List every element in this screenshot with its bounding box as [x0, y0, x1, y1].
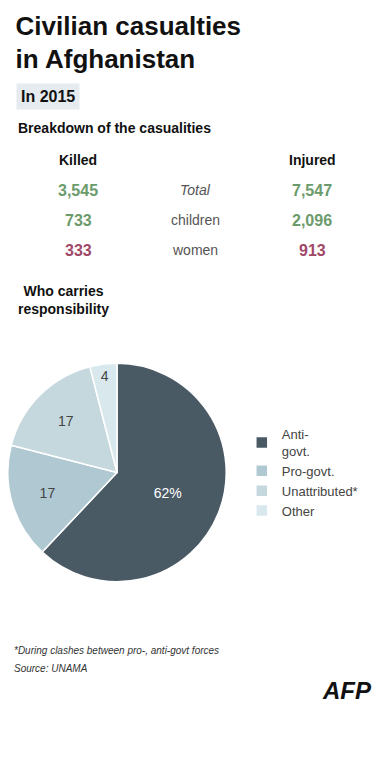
svg-text:Who carriesresponsibility: Who carriesresponsibility [18, 283, 109, 317]
svg-text:children: children [171, 212, 220, 228]
svg-text:Anti-govt.: Anti-govt. [282, 427, 310, 459]
svg-text:Pro-govt.: Pro-govt. [282, 464, 335, 479]
svg-text:Civilian casualtiesin Afghanis: Civilian casualtiesin Afghanistan [16, 11, 241, 75]
svg-text:3,545: 3,545 [58, 182, 98, 199]
svg-text:Injured: Injured [289, 152, 336, 168]
svg-text:62%: 62% [154, 485, 182, 501]
svg-text:Total: Total [180, 182, 211, 198]
svg-text:333: 333 [65, 242, 92, 259]
svg-text:AFP: AFP [322, 677, 372, 704]
svg-text:In 2015: In 2015 [21, 88, 75, 105]
svg-text:17: 17 [58, 413, 74, 429]
svg-text:Breakdown of the casualities: Breakdown of the casualities [18, 120, 211, 136]
svg-text:7,547: 7,547 [292, 182, 332, 199]
svg-text:913: 913 [299, 242, 326, 259]
svg-text:*During clashes between pro-,: *During clashes between pro-, anti-govt … [14, 645, 219, 656]
svg-text:733: 733 [65, 212, 92, 229]
svg-text:Unattributed*: Unattributed* [282, 484, 358, 499]
svg-text:Killed: Killed [59, 152, 97, 168]
svg-text:4: 4 [101, 368, 109, 384]
svg-text:17: 17 [40, 485, 56, 501]
svg-text:2,096: 2,096 [292, 212, 332, 229]
svg-text:Other: Other [282, 504, 315, 519]
svg-text:women: women [172, 242, 218, 258]
svg-text:Source: UNAMA: Source: UNAMA [14, 663, 88, 674]
